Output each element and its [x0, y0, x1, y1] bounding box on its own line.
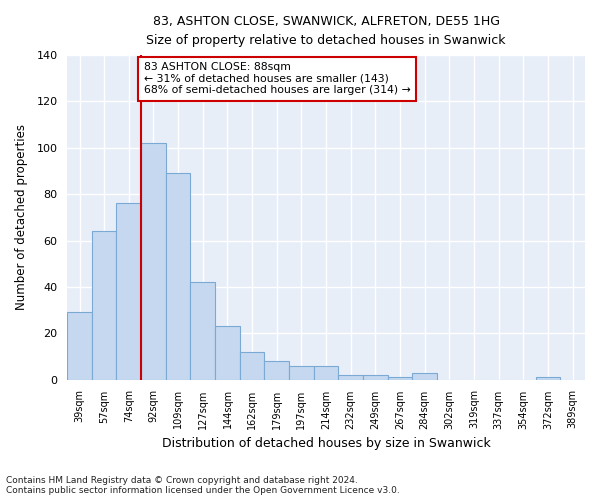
Title: 83, ASHTON CLOSE, SWANWICK, ALFRETON, DE55 1HG
Size of property relative to deta: 83, ASHTON CLOSE, SWANWICK, ALFRETON, DE…: [146, 15, 506, 47]
Bar: [92, 231, 116, 380]
Bar: [388, 378, 412, 380]
Bar: [67, 312, 92, 380]
Y-axis label: Number of detached properties: Number of detached properties: [15, 124, 28, 310]
Bar: [363, 375, 388, 380]
Bar: [166, 174, 190, 380]
Text: Contains HM Land Registry data © Crown copyright and database right 2024.
Contai: Contains HM Land Registry data © Crown c…: [6, 476, 400, 495]
Bar: [338, 375, 363, 380]
Bar: [240, 352, 265, 380]
Bar: [141, 143, 166, 380]
Bar: [215, 326, 240, 380]
Bar: [314, 366, 338, 380]
Bar: [116, 204, 141, 380]
Bar: [536, 378, 560, 380]
Bar: [289, 366, 314, 380]
Text: 83 ASHTON CLOSE: 88sqm
← 31% of detached houses are smaller (143)
68% of semi-de: 83 ASHTON CLOSE: 88sqm ← 31% of detached…: [143, 62, 410, 96]
Bar: [412, 372, 437, 380]
X-axis label: Distribution of detached houses by size in Swanwick: Distribution of detached houses by size …: [162, 437, 490, 450]
Bar: [265, 361, 289, 380]
Bar: [190, 282, 215, 380]
